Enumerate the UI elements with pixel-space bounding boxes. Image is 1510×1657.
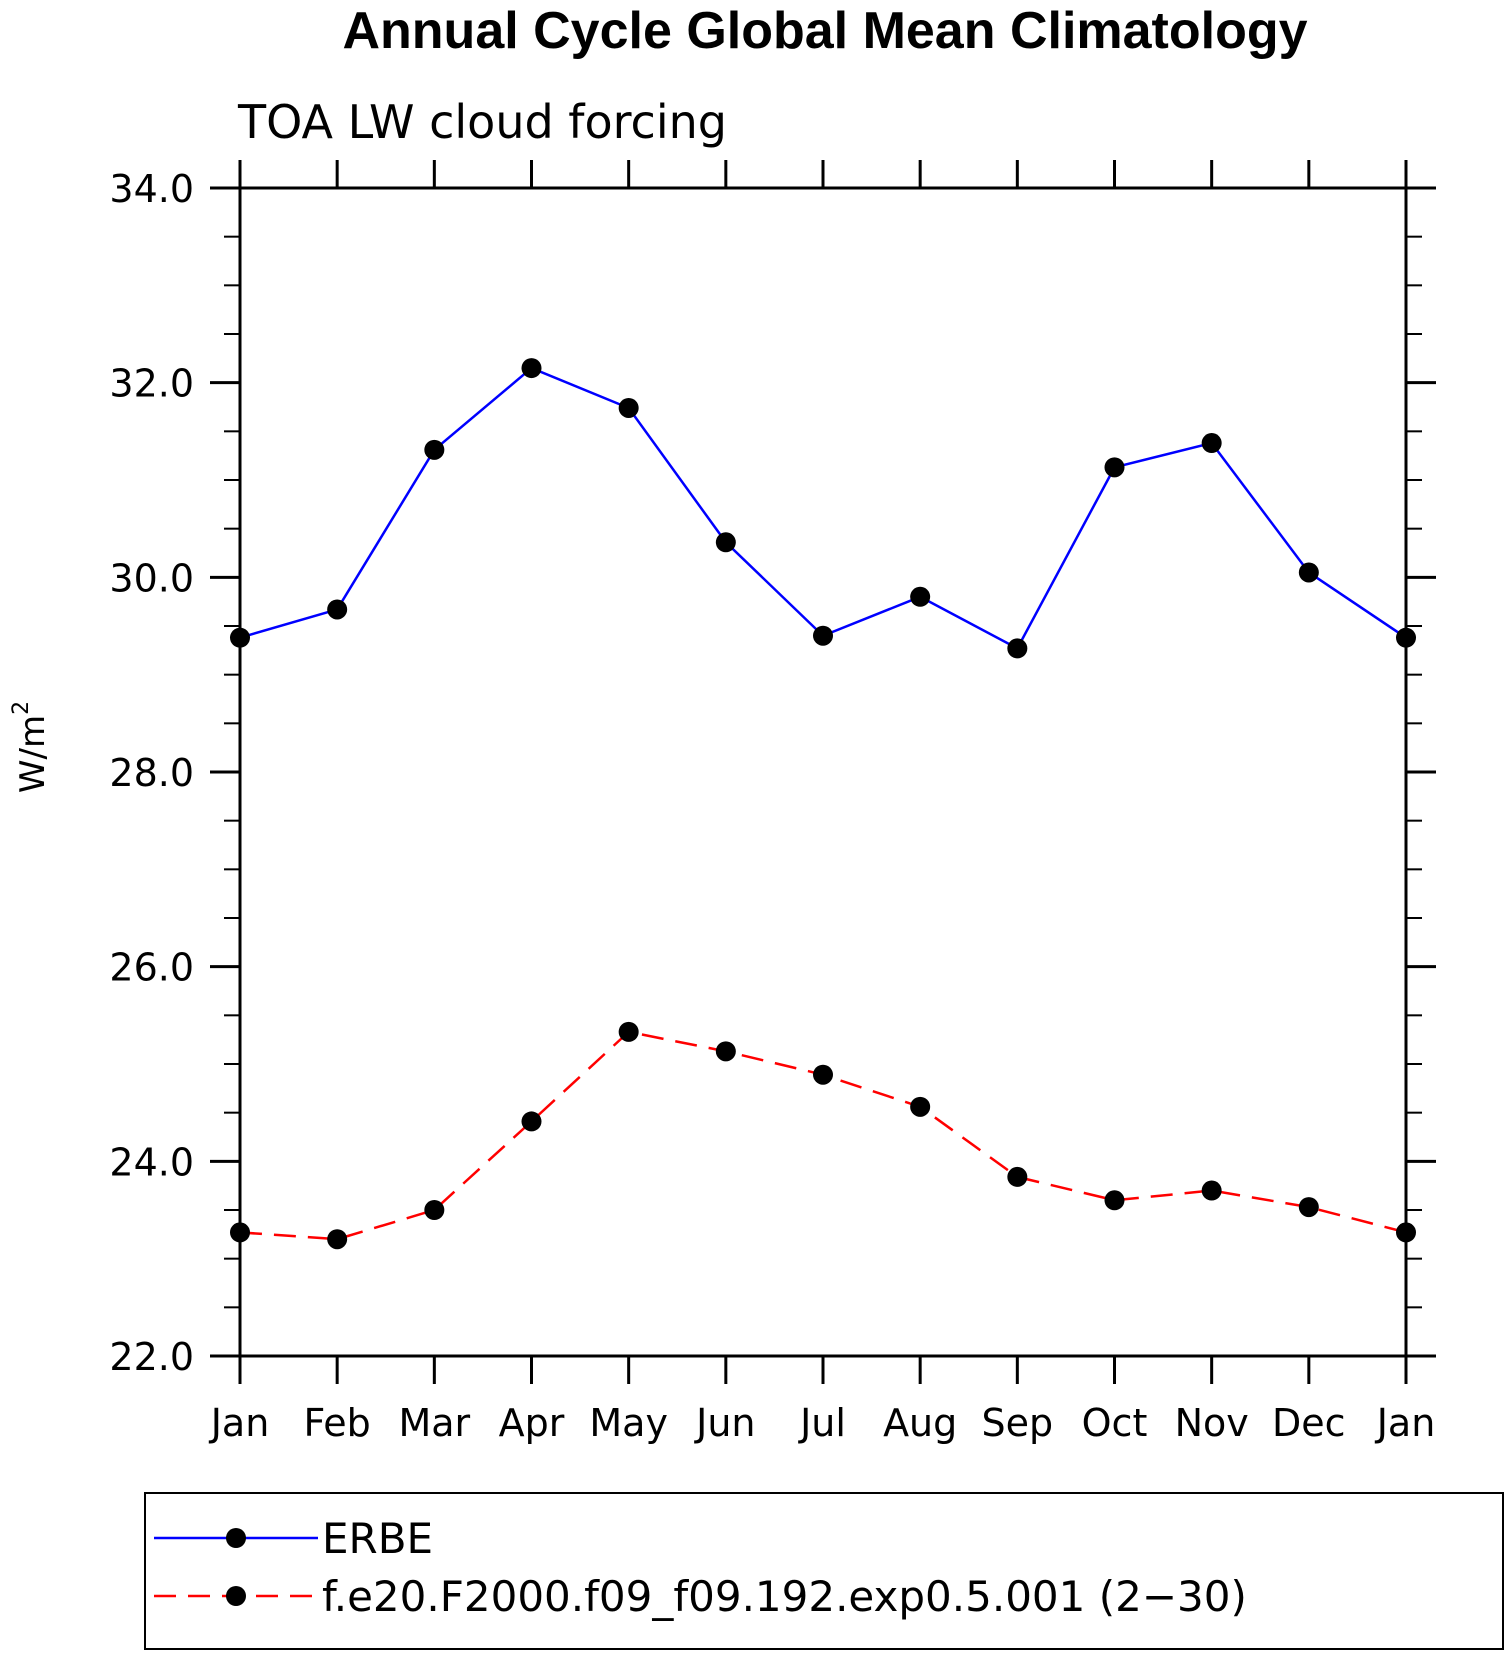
- data-point-series-2: [910, 1096, 931, 1117]
- x-tick-label: May: [589, 1401, 668, 1445]
- data-point-series-1: [521, 358, 542, 379]
- svg-text:W/m2: W/m2: [9, 701, 53, 793]
- x-tick-label: Jan: [1375, 1401, 1436, 1445]
- data-point-series-2: [618, 1021, 639, 1042]
- data-point-series-2: [1396, 1222, 1416, 1243]
- data-point-series-1: [1396, 627, 1416, 648]
- legend-box: [144, 1492, 1504, 1650]
- data-point-series-2: [424, 1200, 445, 1220]
- legend: ERBE f.e20.F2000.f09_f09.192.exp0.5.001 (…: [154, 1514, 1247, 1621]
- series-lines: [239, 366, 1407, 1241]
- data-point-series-2: [521, 1111, 542, 1132]
- y-axis-label-superscript: 2: [9, 701, 34, 715]
- data-point-series-1: [715, 532, 736, 553]
- x-tick-label: Oct: [1082, 1401, 1148, 1445]
- y-tick-label: 28.0: [109, 751, 194, 795]
- series-line-1: [239, 366, 1407, 651]
- data-point-series-1: [910, 586, 931, 607]
- data-point-series-2: [1201, 1180, 1222, 1201]
- legend-label-2: f.e20.F2000.f09_f09.192.exp0.5.001 (2−30…: [322, 1572, 1247, 1621]
- legend-marker-2: [226, 1586, 246, 1606]
- data-point-series-1: [1104, 457, 1125, 478]
- y-axis-label: W/m2: [9, 701, 53, 793]
- data-point-series-1: [1201, 433, 1222, 454]
- data-point-series-1: [327, 599, 348, 620]
- x-tick-label: Apr: [499, 1401, 565, 1445]
- data-point-series-2: [1298, 1197, 1319, 1218]
- data-point-series-2: [230, 1222, 250, 1243]
- data-point-series-2: [715, 1041, 736, 1062]
- data-point-series-1: [618, 397, 639, 418]
- axis-ticks: [210, 160, 1436, 1384]
- plot-frame: [238, 186, 1408, 1358]
- data-point-series-2: [813, 1064, 833, 1085]
- y-tick-label: 22.0: [109, 1335, 194, 1379]
- x-tick-label: Aug: [883, 1401, 957, 1445]
- series-points: [230, 358, 1416, 1250]
- data-point-series-1: [230, 627, 250, 648]
- legend-marker-1: [226, 1528, 246, 1548]
- chart-subtitle: TOA LW cloud forcing: [237, 95, 727, 149]
- chart-title: Annual Cycle Global Mean Climatology: [342, 2, 1307, 60]
- data-point-series-2: [1104, 1190, 1125, 1211]
- y-tick-label: 24.0: [109, 1140, 194, 1184]
- x-tick-label: Jun: [694, 1401, 755, 1445]
- y-tick-label: 32.0: [109, 362, 194, 406]
- x-tick-label: Mar: [398, 1401, 470, 1445]
- y-axis-label-text: W/m: [13, 715, 53, 793]
- x-tick-label: Dec: [1272, 1401, 1346, 1445]
- data-point-series-2: [327, 1229, 348, 1250]
- x-tick-label: Nov: [1175, 1401, 1249, 1445]
- axis-tick-labels: Jan Feb Mar Apr May Jun Jul Aug Sep Oct Nov Dec Jan 2…: [109, 167, 1435, 1445]
- y-tick-label: 30.0: [109, 556, 194, 600]
- x-tick-label: Feb: [304, 1401, 371, 1445]
- legend-label-1: ERBE: [322, 1514, 433, 1563]
- data-point-series-1: [1298, 562, 1319, 583]
- series-line-2: [239, 1030, 1407, 1241]
- x-tick-label: Sep: [982, 1401, 1054, 1445]
- x-tick-label: Jul: [798, 1401, 846, 1445]
- data-point-series-1: [1007, 638, 1028, 659]
- y-tick-label: 34.0: [109, 167, 194, 211]
- data-point-series-1: [424, 439, 445, 460]
- x-tick-label: Jan: [209, 1401, 270, 1445]
- y-tick-label: 26.0: [109, 946, 194, 990]
- data-point-series-2: [1007, 1166, 1028, 1187]
- data-point-series-1: [813, 625, 833, 646]
